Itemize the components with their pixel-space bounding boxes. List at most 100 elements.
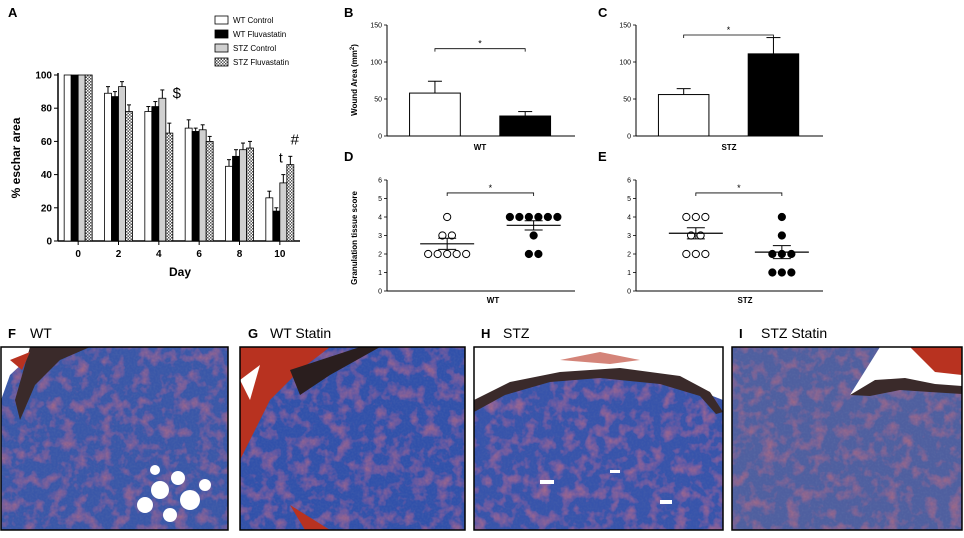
panel-a-ytick-label: 0 xyxy=(46,237,52,248)
panel-a-annotation: $ xyxy=(173,85,182,102)
panel-e-ytick-label: 2 xyxy=(627,252,631,259)
histology-g-image xyxy=(240,347,465,530)
histology-h: H STZ xyxy=(473,325,724,531)
panel-e-point xyxy=(777,268,786,277)
panel-d-point xyxy=(424,249,433,259)
panel-c-significance-bracket xyxy=(683,34,774,38)
panel-e-chart: 0 1 2 3 4 5 6 * xyxy=(627,178,823,296)
panel-a-bar xyxy=(165,132,174,242)
panel-a-bar xyxy=(111,96,119,242)
panel-b-ytick-label: 0 xyxy=(378,134,382,141)
panel-e-point xyxy=(787,249,796,259)
panel-b-ytick-label: 50 xyxy=(374,97,382,104)
panel-d-point xyxy=(443,212,452,222)
panel-a-xlabel: Day xyxy=(169,265,191,279)
panel-a-xtick-label: 2 xyxy=(116,249,122,260)
histology-i: I STZ Statin xyxy=(731,325,963,531)
panel-e-point xyxy=(691,212,700,222)
panel-a-bar xyxy=(272,210,281,242)
panel-a-bar xyxy=(232,155,240,242)
panel-e-ytick-label: 0 xyxy=(627,289,631,296)
panel-b-xlabel: WT xyxy=(474,143,487,152)
panel-d-chart: 0 1 2 3 4 5 6 * xyxy=(378,178,575,296)
panel-e-ytick-label: 1 xyxy=(627,270,631,277)
panel-c-xlabel: STZ xyxy=(721,143,736,152)
histology-g-title: WT Statin xyxy=(270,325,331,341)
panel-a-xtick-label: 8 xyxy=(237,249,243,260)
panel-d-point xyxy=(515,212,524,222)
panel-a-bar xyxy=(70,74,79,242)
panel-e-point xyxy=(777,231,786,240)
panel-d-significance-star: * xyxy=(489,183,493,193)
panel-e-ytick-label: 5 xyxy=(627,196,631,203)
panel-c-bar xyxy=(747,53,800,137)
panel-e-xlabel: STZ xyxy=(737,296,752,305)
panel-a-ytick-label: 20 xyxy=(41,203,53,214)
histology-h-letter: H xyxy=(481,326,490,341)
panel-a-bar xyxy=(205,140,214,242)
panel-c-significance-star: * xyxy=(727,25,731,35)
panel-c-bar xyxy=(657,94,710,137)
panel-a-bar xyxy=(184,127,193,242)
panel-a-ylabel: % eschar area xyxy=(9,117,23,198)
histology-f: F WT xyxy=(0,325,229,531)
panel-e-point xyxy=(787,268,796,277)
panel-b-ytick-label: 150 xyxy=(370,23,382,30)
panel-a-bar xyxy=(63,74,72,242)
panel-c-ytick-label: 50 xyxy=(623,97,631,104)
panel-a-legend-label: STZ Fluvastatin xyxy=(233,58,289,67)
panel-a-bar xyxy=(246,147,254,242)
panel-a-legend-label: WT Control xyxy=(233,16,274,25)
panel-a-bar xyxy=(77,74,86,242)
panel-a-annotation: # xyxy=(291,131,300,148)
histology-i-title: STZ Statin xyxy=(761,325,827,341)
histology-g-letter: G xyxy=(248,326,258,341)
panel-c-ytick-label: 0 xyxy=(627,134,631,141)
panel-a-bar xyxy=(198,129,207,242)
panel-a-xtick-label: 6 xyxy=(196,249,202,260)
panel-b-chart: 0 50 100 150 * xyxy=(370,23,575,141)
panel-a-xtick-label: 4 xyxy=(156,249,162,260)
panel-d-ytick-label: 3 xyxy=(378,233,382,240)
panel-b-significance-star: * xyxy=(478,39,482,49)
panel-a-legend-swatch xyxy=(214,43,229,53)
panel-d-point xyxy=(543,212,552,222)
panel-e-point xyxy=(701,249,710,259)
panel-d-significance-bracket xyxy=(446,192,535,196)
panel-a-bar xyxy=(151,106,160,242)
panel-e-ytick-label: 6 xyxy=(627,178,631,185)
panel-e-ytick-label: 3 xyxy=(627,233,631,240)
panel-d-point xyxy=(505,212,514,222)
panel-a-chart: 0 20 40 60 80 100 0 2 4 6 8 10 $ t # WT Control WT Fluva… xyxy=(35,15,300,260)
histology-h-image xyxy=(474,347,723,530)
panel-a-bar xyxy=(118,86,126,242)
panel-e-letter: E xyxy=(598,149,607,164)
panel-a-legend-swatch xyxy=(214,29,229,39)
histology-f-letter: F xyxy=(8,326,16,341)
histology-f-image xyxy=(1,347,228,530)
panel-d-point xyxy=(452,249,461,259)
panel-a-bar xyxy=(104,92,112,242)
panel-a-ytick-label: 100 xyxy=(35,71,52,82)
histology-i-image xyxy=(732,347,962,530)
panel-a-bar xyxy=(265,197,274,242)
panel-d-point xyxy=(534,212,543,222)
panel-e-point xyxy=(768,268,777,277)
panel-a-ytick-label: 80 xyxy=(41,104,53,115)
panel-b-bar xyxy=(409,92,461,137)
panel-b-letter: B xyxy=(344,5,353,20)
panel-a-bar xyxy=(239,149,247,242)
panel-d-ytick-label: 6 xyxy=(378,178,382,185)
panel-a-legend-label: STZ Control xyxy=(233,44,276,53)
panel-a-xtick-label: 10 xyxy=(274,249,286,260)
panel-d-ylabel: Granulation tissue score xyxy=(350,191,359,285)
panel-d-letter: D xyxy=(344,149,353,164)
panel-d-point xyxy=(462,249,471,259)
panel-a-annotation: t xyxy=(279,150,283,166)
panel-e-point xyxy=(682,212,691,222)
panel-d-point xyxy=(553,212,562,222)
panel-d-ytick-label: 1 xyxy=(378,270,382,277)
panel-a-bar xyxy=(125,111,133,242)
panel-d-xlabel: WT xyxy=(487,296,500,305)
